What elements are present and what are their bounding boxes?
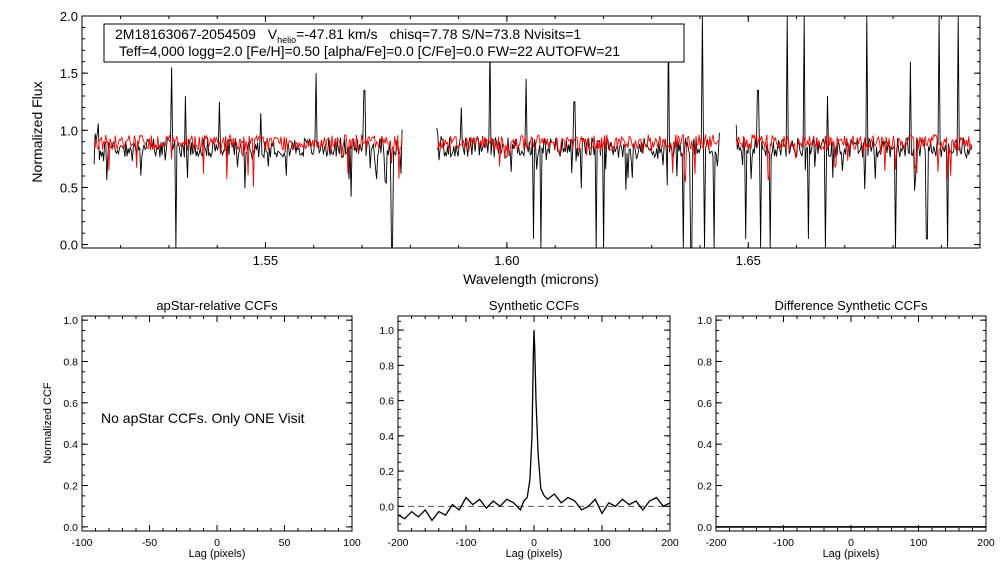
spectrum-ytick-label: 0.0 [60,238,78,253]
synthetic-ccf-series-group [397,330,671,522]
spectrum-ylabel: Normalized Flux [29,81,45,182]
difference-ccf-ytick-label: 0.4 [697,439,712,451]
spectrum-axis-ticks: 1.55 1.60 1.65 0.0 0.5 1.0 1.5 2.0 [60,9,980,268]
spectrum-xtick-label: 1.60 [494,253,519,268]
synthetic-ccf-ytick-label: 0.2 [379,466,394,478]
apstar-ccf-xtick-label: 50 [279,537,291,549]
synthetic-ccf-ytick-label: 0.6 [379,396,394,408]
synthetic-spectrum-line-chip-1 [94,133,403,187]
difference-ccf-ytick-label: 0.0 [697,522,712,534]
observed-spectrum-line-chip-1 [93,67,403,248]
spectrum-plot-frame [81,15,981,249]
spectrum-panel: 1.55 1.60 1.65 0.0 0.5 1.0 1.5 2.0 Wavelength (… [29,9,981,287]
difference-ccf-xtick-label: 0 [848,537,854,549]
apstar-ccf-ytick-label: 0.6 [63,398,78,410]
info-line-2: Teff=4,000 logg=2.0 [Fe/H]=0.50 [alpha/F… [119,43,620,59]
info-vhelio-sub: helio [277,35,296,45]
spectrum-ytick-label: 2.0 [60,9,78,24]
difference-ccf-xlabel: Lag (pixels) [823,548,880,560]
info-vhelio-value: =-47.81 km/s [296,26,377,42]
synthetic-ccf-title: Synthetic CCFs [489,298,580,313]
apstar-ccf-xtick-label: 0 [214,537,220,549]
difference-ccf-xtick-label: 200 [977,537,995,549]
observed-spectrum-line-chip-3 [735,16,973,248]
difference-ccf-xtick-label: -200 [705,537,726,549]
difference-ccf-ytick-label: 0.8 [697,356,712,368]
ccf-panel-apstar: apStar-relative CCFs -100 -50 0 50 100 0.0 0.2… [42,298,361,560]
apstar-ccf-ytick-label: 0.0 [63,522,78,534]
synthetic-ccf-xtick-label: 200 [661,537,679,549]
apstar-ccf-ytick-label: 1.0 [63,315,78,327]
synthetic-ccf-xtick-label: -200 [387,537,408,549]
apstar-ccf-ytick-label: 0.8 [63,356,78,368]
spectrum-xlabel: Wavelength (microns) [463,271,599,287]
apstar-ccf-title: apStar-relative CCFs [156,298,278,313]
apstar-ccf-axis-ticks: -100 -50 0 50 100 0.0 0.2 0.4 0.6 0.8 1.0 [63,315,361,549]
synthetic-ccf-ytick-label: 0.8 [379,360,394,372]
ccf-panel-difference: Difference Synthetic CCFs -200 -100 0 100 20… [697,298,995,560]
info-stats: chisq=7.78 S/N=73.8 Nvisits=1 [389,26,581,42]
spectrum-xtick-label: 1.55 [253,253,278,268]
difference-ccf-ytick-label: 1.0 [697,315,712,327]
apstar-ccf-xtick-label: 100 [343,537,361,549]
apstar-ccf-xtick-label: -100 [71,537,92,549]
spectrum-ytick-label: 0.5 [60,180,78,195]
synthetic-ccf-xtick-label: 100 [593,537,611,549]
apstar-ccf-ytick-label: 0.2 [63,481,78,493]
synthetic-spectrum-line-chip-2 [436,133,720,183]
apstar-ccf-xtick-label: -50 [142,537,157,549]
spectrum-ytick-label: 1.5 [60,66,78,81]
synthetic-ccf-xtick-label: 0 [531,537,537,549]
apstar-ccf-ytick-label: 0.4 [63,439,78,451]
difference-ccf-xtick-label: -100 [773,537,794,549]
info-vhelio-prefix: V [268,26,278,42]
info-box-frame [103,23,685,63]
difference-ccf-axis-ticks: -200 -100 0 100 200 0.0 0.2 0.4 0.6 0.8 1.0 [697,315,995,549]
apstar-ccf-ylabel: Normalized CCF [42,382,54,464]
difference-ccf-ytick-label: 0.2 [697,481,712,493]
spectrum-xtick-label: 1.65 [736,253,761,268]
synthetic-ccf-ytick-label: 0.4 [379,431,394,443]
difference-ccf-title: Difference Synthetic CCFs [775,298,928,313]
info-star-id: 2M18163067-2054509 [115,26,256,42]
ccf-panel-synthetic: Synthetic CCFs -200 -100 0 100 200 0.0 0.2 0.4 0… [379,298,679,560]
synthetic-ccf-xlabel: Lag (pixels) [506,548,563,560]
info-line-1: 2M18163067-2054509 Vhelio=-47.81 km/s ch… [115,26,581,45]
spectrum-series-group [93,16,973,248]
synthetic-ccf-ytick-label: 0.0 [379,501,394,513]
difference-ccf-ytick-label: 0.6 [697,398,712,410]
spectrum-info-box: 2M18163067-2054509 Vhelio=-47.81 km/s ch… [103,23,685,63]
synthetic-ccf-xtick-label: -100 [455,537,476,549]
difference-ccf-frame [715,315,987,532]
apstar-ccf-annotation: No apStar CCFs. Only ONE Visit [101,410,305,426]
apstar-ccf-xlabel: Lag (pixels) [189,548,246,560]
difference-ccf-xtick-label: 100 [910,537,928,549]
synthetic-spectrum-line-chip-3 [735,133,973,181]
synthetic-ccf-line [397,330,671,522]
synthetic-ccf-ytick-label: 1.0 [379,325,394,337]
spectrum-ytick-label: 1.0 [60,123,78,138]
synthetic-ccf-axis-ticks: -200 -100 0 100 200 0.0 0.2 0.4 0.6 0.8 1.0 [379,316,679,549]
